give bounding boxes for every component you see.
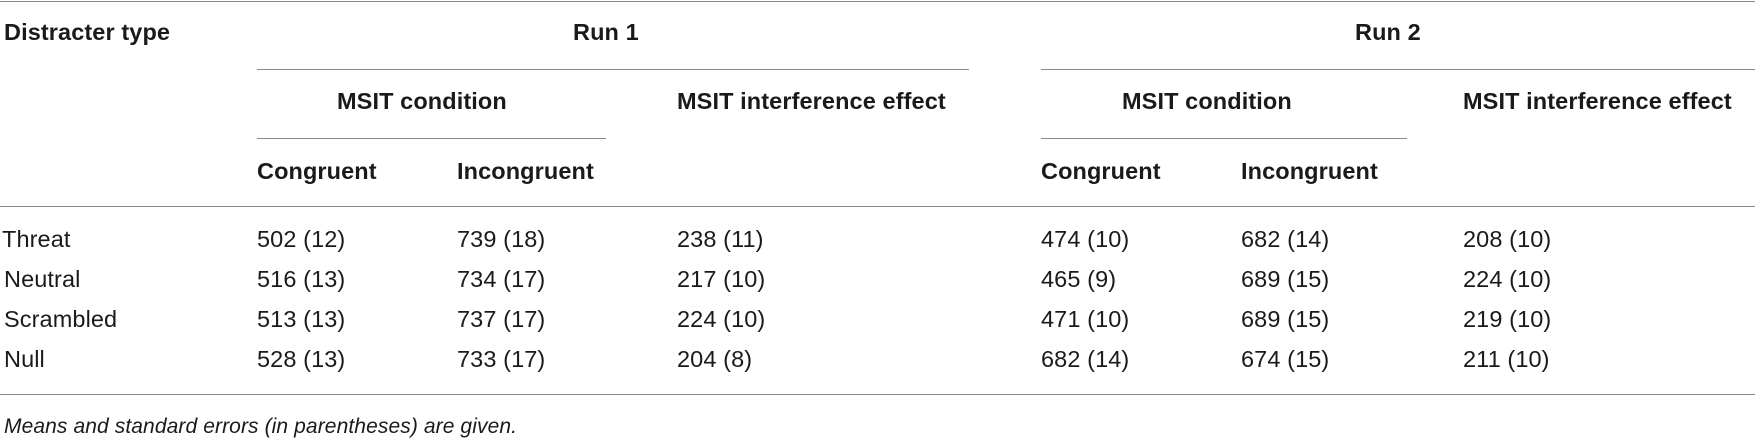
table-cell: 224 (10) bbox=[677, 306, 766, 332]
run1-condition-header: MSIT condition bbox=[337, 88, 507, 114]
run2-condition-rule bbox=[1041, 138, 1407, 139]
table-footnote: Means and standard errors (in parenthese… bbox=[4, 415, 518, 438]
row-label-scrambled: Scrambled bbox=[4, 306, 118, 332]
table-cell: 474 (10) bbox=[1041, 226, 1130, 252]
run2-congruent-header: Congruent bbox=[1041, 158, 1161, 184]
distracter-type-header: Distracter type bbox=[4, 19, 171, 45]
table-cell: 734 (17) bbox=[457, 266, 546, 292]
run2-effect-header: MSIT interference effect bbox=[1463, 88, 1732, 114]
table-cell: 502 (12) bbox=[257, 226, 346, 252]
row-label-null: Null bbox=[4, 346, 45, 372]
table-cell: 733 (17) bbox=[457, 346, 546, 372]
run1-effect-header: MSIT interference effect bbox=[677, 88, 946, 114]
run1-incongruent-header: Incongruent bbox=[457, 158, 594, 184]
table-cell: 471 (10) bbox=[1041, 306, 1130, 332]
table-cell: 513 (13) bbox=[257, 306, 346, 332]
table-cell: 682 (14) bbox=[1041, 346, 1130, 372]
table-cell: 674 (15) bbox=[1241, 346, 1330, 372]
row-label-threat: Threat bbox=[2, 226, 71, 252]
table-cell: 689 (15) bbox=[1241, 306, 1330, 332]
table-cell: 739 (18) bbox=[457, 226, 546, 252]
header-bottom-rule bbox=[0, 206, 1755, 207]
run2-spanner-rule bbox=[1041, 69, 1755, 70]
table-cell: 224 (10) bbox=[1463, 266, 1552, 292]
table-cell: 682 (14) bbox=[1241, 226, 1330, 252]
table-cell: 217 (10) bbox=[677, 266, 766, 292]
run2-incongruent-header: Incongruent bbox=[1241, 158, 1378, 184]
run1-header: Run 1 bbox=[573, 19, 639, 45]
top-rule bbox=[0, 1, 1755, 2]
table-cell: 737 (17) bbox=[457, 306, 546, 332]
table-cell: 465 (9) bbox=[1041, 266, 1117, 292]
table-cell: 208 (10) bbox=[1463, 226, 1552, 252]
run2-header: Run 2 bbox=[1355, 19, 1421, 45]
run1-spanner-rule bbox=[257, 69, 969, 70]
body-bottom-rule bbox=[0, 394, 1755, 395]
table-cell: 219 (10) bbox=[1463, 306, 1552, 332]
table-cell: 204 (8) bbox=[677, 346, 753, 372]
table-cell: 238 (11) bbox=[677, 226, 764, 252]
run2-condition-header: MSIT condition bbox=[1122, 88, 1292, 114]
table-cell: 211 (10) bbox=[1463, 346, 1550, 372]
table-cell: 528 (13) bbox=[257, 346, 346, 372]
table-cell: 689 (15) bbox=[1241, 266, 1330, 292]
row-label-neutral: Neutral bbox=[4, 266, 81, 292]
run1-condition-rule bbox=[257, 138, 606, 139]
run1-congruent-header: Congruent bbox=[257, 158, 377, 184]
table-cell: 516 (13) bbox=[257, 266, 346, 292]
